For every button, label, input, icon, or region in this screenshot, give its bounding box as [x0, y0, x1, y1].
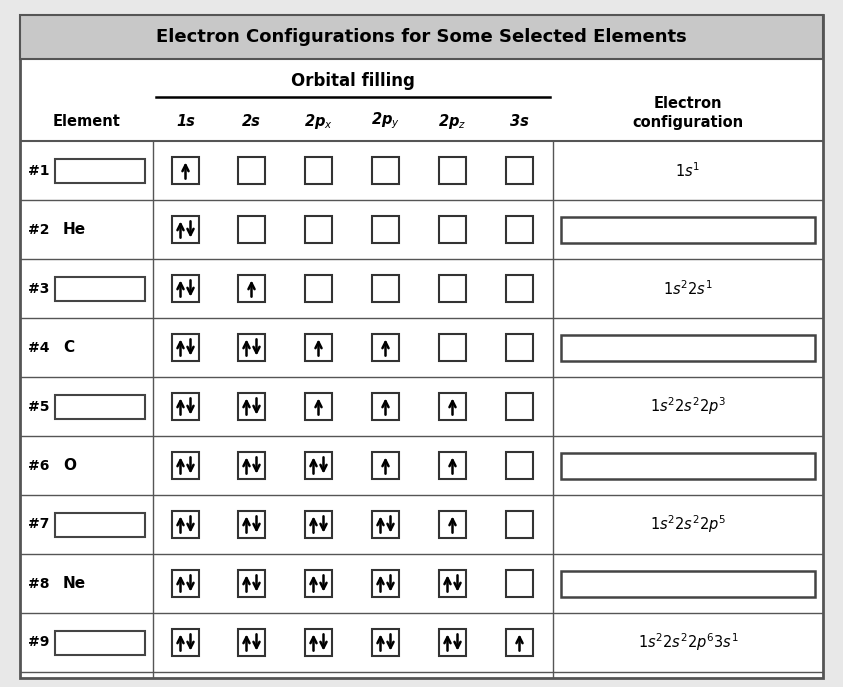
Text: Element: Element: [52, 113, 121, 128]
Text: #1: #1: [28, 164, 50, 177]
Bar: [372, 452, 399, 479]
Bar: [372, 393, 399, 420]
Bar: [506, 570, 533, 597]
Bar: [506, 452, 533, 479]
Bar: [439, 452, 466, 479]
Bar: [506, 216, 533, 243]
Text: #4: #4: [28, 341, 50, 354]
Bar: [506, 511, 533, 538]
Text: #7: #7: [28, 517, 50, 532]
Bar: [172, 275, 199, 302]
Text: #9: #9: [28, 635, 50, 649]
Text: $1s^22s^22p^63s^1$: $1s^22s^22p^63s^1$: [637, 631, 738, 653]
Text: #8: #8: [28, 576, 50, 591]
Bar: [172, 157, 199, 184]
Bar: [506, 629, 533, 656]
Bar: [439, 629, 466, 656]
Bar: [20, 15, 823, 59]
Bar: [372, 275, 399, 302]
Bar: [372, 334, 399, 361]
Text: 2p$_y$: 2p$_y$: [371, 111, 400, 131]
Bar: [305, 452, 332, 479]
Bar: [55, 513, 145, 537]
Bar: [439, 570, 466, 597]
Bar: [561, 216, 815, 243]
Bar: [55, 394, 145, 418]
Bar: [506, 275, 533, 302]
Bar: [439, 216, 466, 243]
Bar: [55, 631, 145, 655]
Bar: [172, 334, 199, 361]
Text: #3: #3: [28, 282, 50, 295]
Bar: [372, 570, 399, 597]
Bar: [372, 511, 399, 538]
Bar: [238, 629, 265, 656]
Text: Orbital filling: Orbital filling: [291, 72, 415, 90]
Bar: [55, 159, 145, 183]
Text: $1s^22s^22p^3$: $1s^22s^22p^3$: [650, 396, 726, 417]
Bar: [439, 157, 466, 184]
Bar: [172, 570, 199, 597]
Text: Electron
configuration: Electron configuration: [632, 96, 744, 130]
Bar: [372, 629, 399, 656]
Bar: [238, 511, 265, 538]
Bar: [172, 393, 199, 420]
Bar: [561, 453, 815, 479]
Bar: [238, 452, 265, 479]
Text: He: He: [63, 222, 86, 237]
Bar: [238, 393, 265, 420]
Bar: [372, 157, 399, 184]
Text: 1s: 1s: [176, 113, 195, 128]
Bar: [561, 570, 815, 596]
Bar: [506, 393, 533, 420]
Text: $1s^22s^22p^5$: $1s^22s^22p^5$: [650, 514, 726, 535]
Bar: [305, 629, 332, 656]
Bar: [238, 275, 265, 302]
Bar: [238, 157, 265, 184]
Bar: [305, 216, 332, 243]
Bar: [305, 334, 332, 361]
Bar: [238, 334, 265, 361]
Text: #6: #6: [28, 458, 50, 473]
Bar: [439, 334, 466, 361]
Bar: [506, 334, 533, 361]
Bar: [305, 511, 332, 538]
Bar: [305, 157, 332, 184]
Text: #5: #5: [28, 400, 50, 414]
Text: 3s: 3s: [510, 113, 529, 128]
Bar: [172, 629, 199, 656]
Text: 2s: 2s: [242, 113, 261, 128]
Bar: [372, 216, 399, 243]
Bar: [172, 452, 199, 479]
Text: #2: #2: [28, 223, 50, 236]
Text: 2p$_x$: 2p$_x$: [304, 111, 333, 131]
Bar: [172, 216, 199, 243]
Bar: [238, 216, 265, 243]
Bar: [305, 275, 332, 302]
Bar: [172, 511, 199, 538]
Text: Ne: Ne: [63, 576, 86, 591]
Bar: [55, 276, 145, 300]
Text: 2p$_z$: 2p$_z$: [438, 111, 467, 131]
Text: Electron Configurations for Some Selected Elements: Electron Configurations for Some Selecte…: [156, 28, 687, 46]
Bar: [439, 275, 466, 302]
Bar: [305, 570, 332, 597]
Text: O: O: [63, 458, 76, 473]
Bar: [506, 157, 533, 184]
Bar: [561, 335, 815, 361]
Text: $1s^1$: $1s^1$: [675, 161, 701, 180]
Bar: [238, 570, 265, 597]
Bar: [439, 511, 466, 538]
Bar: [305, 393, 332, 420]
Text: $1s^22s^1$: $1s^22s^1$: [663, 279, 713, 298]
Text: C: C: [63, 340, 74, 355]
Bar: [439, 393, 466, 420]
